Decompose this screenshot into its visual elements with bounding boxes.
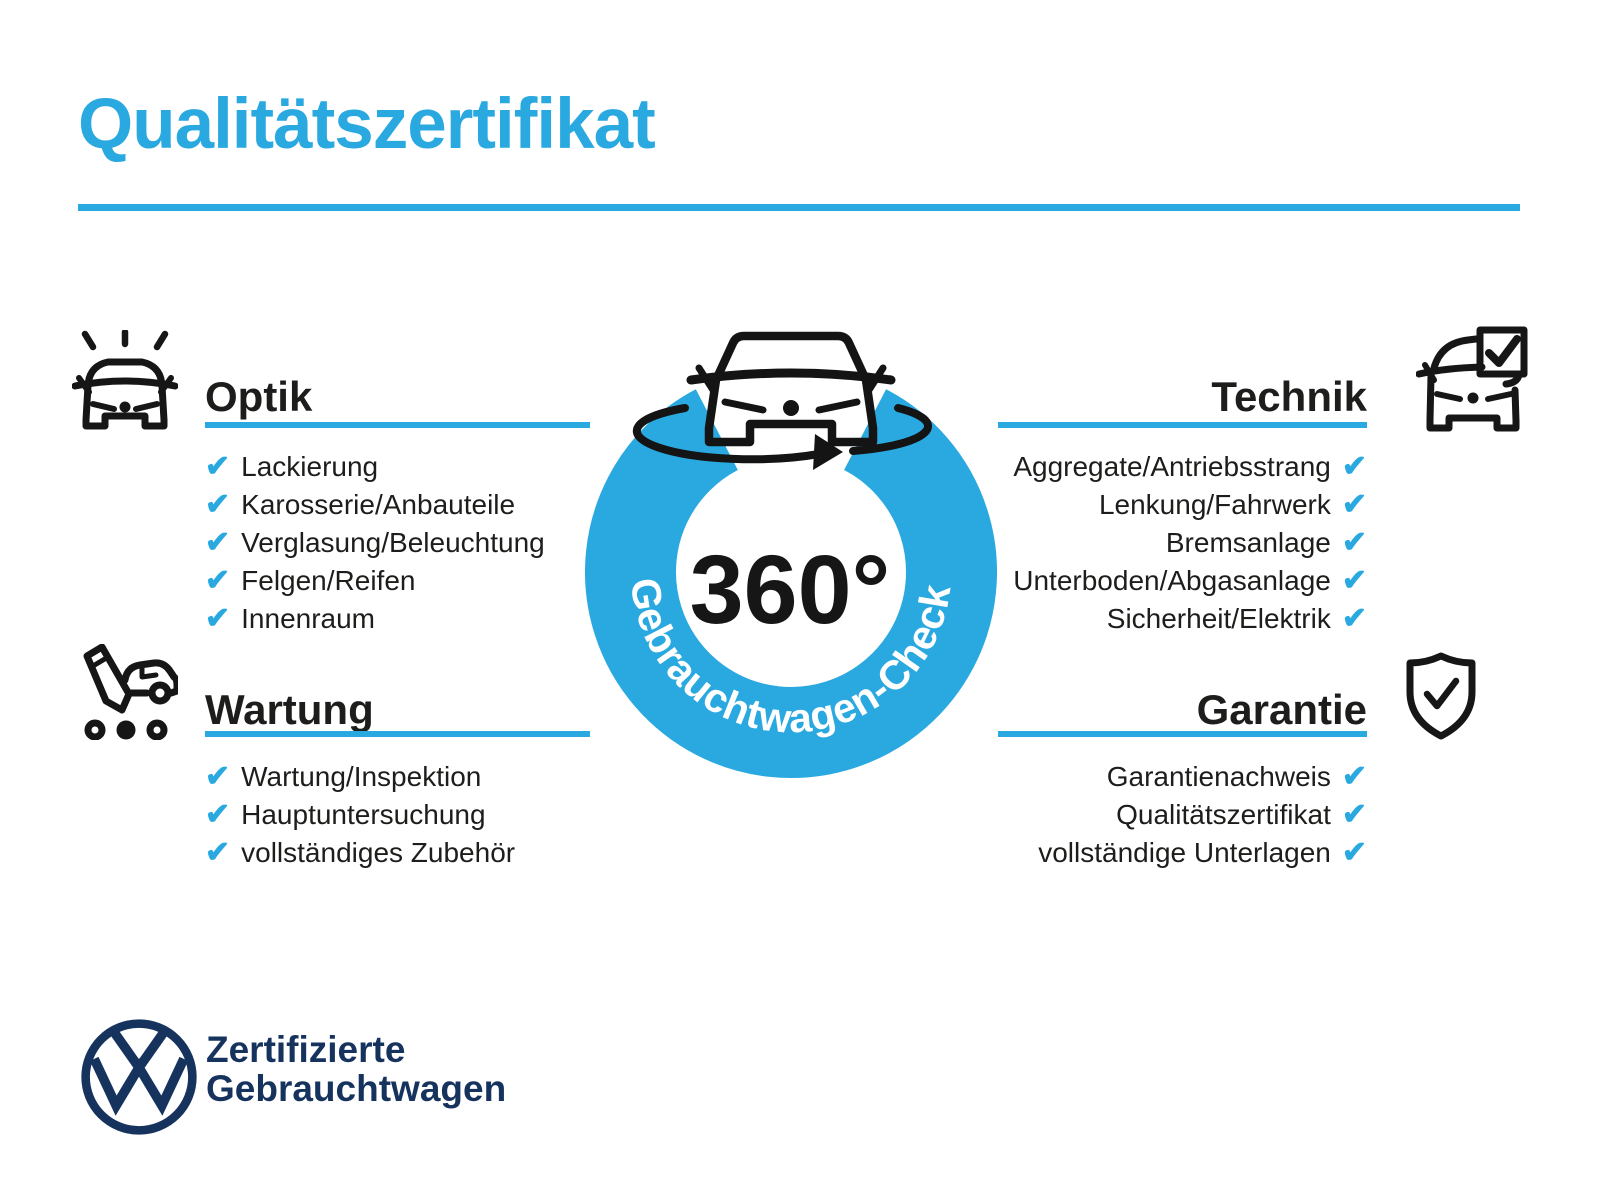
list-item: ✔ Karosserie/Anbauteile	[205, 486, 545, 524]
check-icon: ✔	[205, 488, 231, 521]
check-icon: ✔	[205, 760, 231, 793]
list-item: Qualitätszertifikat ✔	[950, 796, 1367, 834]
list-item: Sicherheit/Elektrik ✔	[950, 600, 1367, 638]
list-item-label: Bremsanlage	[1165, 527, 1331, 558]
360-degree-check-badge: Gebrauchtwagen-Check 360°	[585, 331, 997, 778]
list-item-label: Wartung/Inspektion	[241, 761, 482, 792]
garantie-checklist: Garantienachweis ✔ Qualitätszertifikat ✔ v…	[950, 758, 1367, 872]
check-icon: ✔	[1341, 488, 1367, 521]
list-item-label: Aggregate/Antriebsstrang	[1013, 451, 1331, 482]
car-360-rotation-icon	[632, 331, 933, 470]
list-item-label: Lenkung/Fahrwerk	[1098, 489, 1331, 520]
check-icon: ✔	[205, 798, 231, 831]
section-title-technik: Technik	[1211, 373, 1367, 420]
footer-line-2: Gebrauchtwagen	[206, 1068, 507, 1109]
section-title-garantie: Garantie	[1196, 686, 1367, 733]
optik-checklist: ✔ Lackierung ✔ Karosserie/Anbauteile ✔ Verg…	[205, 448, 545, 638]
check-icon: ✔	[1341, 798, 1367, 831]
list-item-label: Hauptuntersuchung	[241, 799, 486, 830]
service-checklist-car-icon	[83, 644, 178, 740]
section-underline-optik	[205, 422, 590, 428]
section-title-wartung: Wartung	[205, 686, 374, 733]
title-divider	[78, 204, 1520, 211]
shield-check-icon	[1406, 652, 1476, 740]
check-icon: ✔	[1341, 602, 1367, 635]
list-item: Unterboden/Abgasanlage ✔	[950, 562, 1367, 600]
list-item: vollständige Unterlagen ✔	[950, 834, 1367, 872]
badge-degrees: 360°	[690, 535, 891, 644]
check-icon: ✔	[1341, 836, 1367, 869]
check-icon: ✔	[1341, 564, 1367, 597]
list-item: ✔ Hauptuntersuchung	[205, 796, 515, 834]
list-item: Bremsanlage ✔	[950, 524, 1367, 562]
list-item-label: Unterboden/Abgasanlage	[1013, 565, 1331, 596]
check-icon: ✔	[1341, 526, 1367, 559]
check-icon: ✔	[1341, 450, 1367, 483]
list-item-label: Innenraum	[241, 603, 376, 634]
list-item-label: vollständiges Zubehör	[241, 837, 516, 868]
check-icon: ✔	[205, 450, 231, 483]
check-icon: ✔	[205, 526, 231, 559]
list-item-label: Karosserie/Anbauteile	[241, 489, 516, 520]
list-item-label: Sicherheit/Elektrik	[1106, 603, 1331, 634]
list-item-label: Verglasung/Beleuchtung	[241, 527, 545, 558]
page-title: Qualitätszertifikat	[78, 85, 656, 164]
list-item: Garantienachweis ✔	[950, 758, 1367, 796]
footer-brand-text: Zertifizierte Gebrauchtwagen	[206, 1030, 506, 1108]
section-underline-technik	[998, 422, 1367, 428]
check-icon: ✔	[205, 602, 231, 635]
list-item: ✔ Innenraum	[205, 600, 545, 638]
list-item: ✔ vollständiges Zubehör	[205, 834, 515, 872]
list-item: ✔ Felgen/Reifen	[205, 562, 545, 600]
section-underline-garantie	[998, 731, 1367, 737]
list-item: ✔ Verglasung/Beleuchtung	[205, 524, 545, 562]
check-icon: ✔	[205, 836, 231, 869]
wartung-checklist: ✔ Wartung/Inspektion ✔ Hauptuntersuchung ✔…	[205, 758, 515, 872]
list-item-label: Garantienachweis	[1106, 761, 1331, 792]
car-checkbox-icon	[1416, 326, 1528, 432]
polished-car-icon	[72, 330, 178, 430]
check-icon: ✔	[205, 564, 231, 597]
check-icon: ✔	[1341, 760, 1367, 793]
footer-line-1: Zertifizierte	[206, 1029, 406, 1070]
list-item-label: Felgen/Reifen	[241, 565, 416, 596]
list-item-label: vollständige Unterlagen	[1038, 837, 1331, 868]
list-item-label: Lackierung	[241, 451, 379, 482]
badge-ring	[585, 366, 997, 778]
section-underline-wartung	[205, 731, 590, 737]
vw-logo	[81, 1019, 197, 1135]
list-item: ✔ Lackierung	[205, 448, 545, 486]
section-title-optik: Optik	[205, 373, 313, 420]
list-item: Lenkung/Fahrwerk ✔	[950, 486, 1367, 524]
list-item: Aggregate/Antriebsstrang ✔	[950, 448, 1367, 486]
list-item-label: Qualitätszertifikat	[1116, 799, 1331, 830]
technik-checklist: Aggregate/Antriebsstrang ✔ Lenkung/Fahrwe…	[950, 448, 1367, 638]
list-item: ✔ Wartung/Inspektion	[205, 758, 515, 796]
